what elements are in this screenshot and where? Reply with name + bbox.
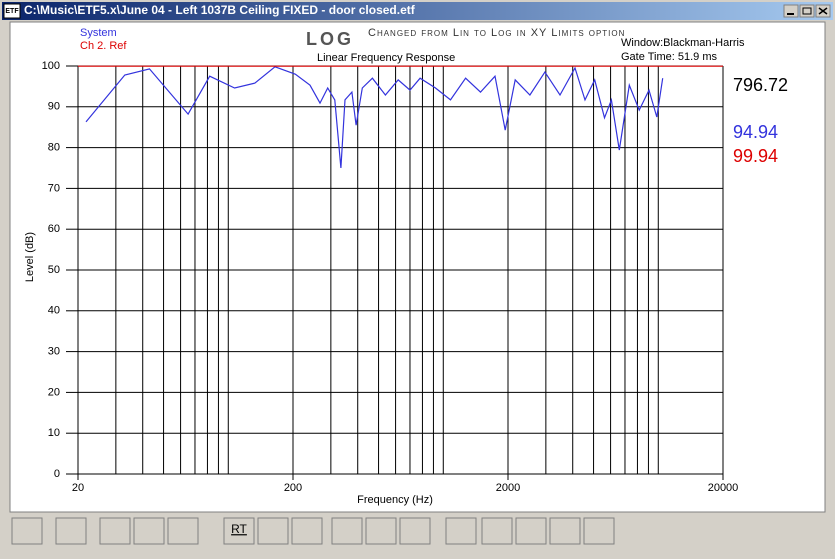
toolbar-button[interactable] <box>549 517 581 545</box>
toolbar-button[interactable] <box>55 517 87 545</box>
y-tick-label: 100 <box>42 60 60 72</box>
toolbar-button[interactable] <box>257 517 289 545</box>
x-axis-label: Frequency (Hz) <box>357 494 433 506</box>
app-icon-text: ETF <box>5 8 19 15</box>
gate-info: Gate Time: 51.9 ms <box>621 51 717 63</box>
x-tick-label: 20000 <box>708 482 739 494</box>
toolbar-button[interactable] <box>365 517 397 545</box>
app-icon <box>3 3 21 19</box>
chart: 0 10 20 30 40 50 60 70 80 90 100 20 200 2000 20000 Freq… <box>24 27 788 506</box>
y-tick-label: 70 <box>48 182 60 194</box>
window-info: Window:Blackman-Harris <box>621 37 745 49</box>
minimize-button[interactable] <box>783 4 799 18</box>
toolbar-button[interactable] <box>99 517 131 545</box>
toolbar-button[interactable] <box>515 517 547 545</box>
window-title: C:\Music\ETF5.x\June 04 - Left 1037B Cei… <box>24 3 416 17</box>
toolbar-buttons: RT <box>11 517 615 545</box>
toolbar-button[interactable] <box>331 517 363 545</box>
toolbar-button[interactable] <box>399 517 431 545</box>
series-line <box>85 66 664 169</box>
log-badge: LOG <box>306 29 354 49</box>
maximize-button[interactable] <box>799 4 815 18</box>
legend-entry: Ch 2. Ref <box>80 40 127 52</box>
y-tick-label: 30 <box>48 346 60 358</box>
chart-panel <box>9 21 826 513</box>
toolbar-button[interactable] <box>133 517 165 545</box>
legend-entry: System <box>80 27 117 39</box>
x-tick-label: 20 <box>72 482 84 494</box>
toolbar-button[interactable] <box>223 517 255 545</box>
readout: 99.94 <box>733 146 778 166</box>
readout: 94.94 <box>733 122 778 142</box>
rt-button-label: RT <box>231 522 247 536</box>
toolbar-button[interactable] <box>481 517 513 545</box>
toolbar-button[interactable] <box>291 517 323 545</box>
y-tick-label: 80 <box>48 142 60 154</box>
toolbar-button[interactable] <box>583 517 615 545</box>
readout: 796.72 <box>733 75 788 95</box>
toolbar-button[interactable] <box>167 517 199 545</box>
y-tick-label: 10 <box>48 427 60 439</box>
y-tick-label: 0 <box>54 468 60 480</box>
x-tick-label: 200 <box>284 482 302 494</box>
y-tick-label: 90 <box>48 101 60 113</box>
x-tick-label: 2000 <box>496 482 520 494</box>
note: Changed from Lin to Log in XY Limits opt… <box>368 27 625 39</box>
toolbar-button[interactable] <box>445 517 477 545</box>
title-bar <box>2 2 833 20</box>
y-axis-label: Level (dB) <box>24 232 36 282</box>
toolbar-button[interactable] <box>11 517 43 545</box>
y-tick-label: 40 <box>48 305 60 317</box>
subtitle: Linear Frequency Response <box>317 52 455 64</box>
y-tick-label: 50 <box>48 264 60 276</box>
y-tick-label: 60 <box>48 223 60 235</box>
y-tick-label: 20 <box>48 386 60 398</box>
